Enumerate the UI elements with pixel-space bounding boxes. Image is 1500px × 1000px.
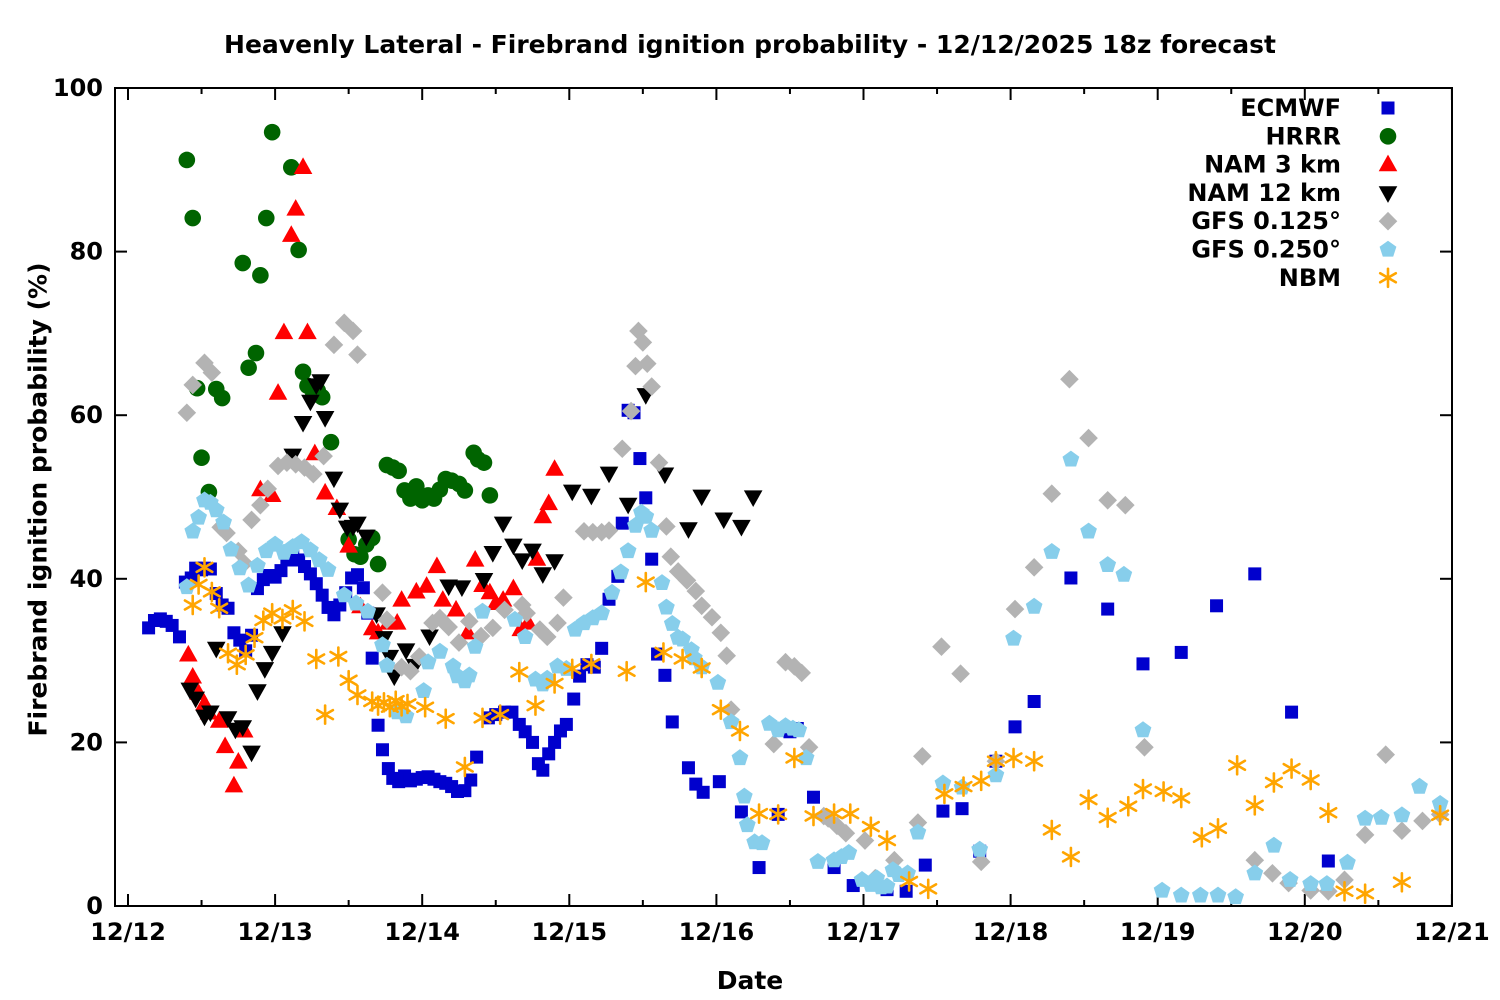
y-tick-label: 60 <box>70 401 103 429</box>
x-tick-label: 12/19 <box>1120 918 1196 946</box>
series-nbm <box>183 557 1450 905</box>
legend-label: HRRR <box>1265 122 1341 150</box>
x-tick-label: 12/13 <box>237 918 313 946</box>
legend-item-nam-3-km: NAM 3 km <box>1204 151 1398 179</box>
legend-label: GFS 0.250° <box>1191 236 1341 264</box>
y-tick-label: 0 <box>86 892 103 920</box>
legend-label: NAM 3 km <box>1204 151 1341 179</box>
x-tick-label: 12/17 <box>826 918 902 946</box>
x-tick-label: 12/15 <box>532 918 608 946</box>
series-nam-12-km <box>180 374 763 763</box>
y-tick-label: 40 <box>70 565 103 593</box>
y-tick-label: 80 <box>70 238 103 266</box>
legend-item-nam-12-km: NAM 12 km <box>1187 179 1398 207</box>
x-tick-label: 12/14 <box>384 918 460 946</box>
chart-title: Heavenly Lateral - Firebrand ignition pr… <box>224 30 1276 59</box>
legend-item-ecmwf: ECMWF <box>1240 94 1395 122</box>
y-tick-label: 100 <box>53 74 103 102</box>
x-tick-label: 12/18 <box>973 918 1049 946</box>
x-tick-label: 12/21 <box>1414 918 1490 946</box>
x-tick-label: 12/16 <box>679 918 755 946</box>
legend-label: GFS 0.125° <box>1191 207 1341 235</box>
x-tick-label: 12/12 <box>90 918 166 946</box>
series-nam-3-km <box>179 157 564 793</box>
legend-label: ECMWF <box>1240 94 1341 122</box>
series-gfs-0-250- <box>178 450 1449 905</box>
series-gfs-0-125- <box>177 313 1450 901</box>
legend-label: NAM 12 km <box>1187 179 1341 207</box>
legend-item-hrrr: HRRR <box>1265 122 1397 150</box>
legend-item-gfs-0-125-: GFS 0.125° <box>1191 207 1398 235</box>
legend-item-gfs-0-250-: GFS 0.250° <box>1191 236 1397 264</box>
x-tick-label: 12/20 <box>1267 918 1343 946</box>
legend-item-nbm: NBM <box>1279 264 1398 292</box>
x-axis-title: Date <box>716 966 784 995</box>
y-tick-label: 20 <box>70 728 103 756</box>
legend-label: NBM <box>1279 264 1341 292</box>
axis-ticks <box>115 87 1453 907</box>
plot-border <box>114 87 1453 907</box>
series-ecmwf <box>142 403 1335 898</box>
